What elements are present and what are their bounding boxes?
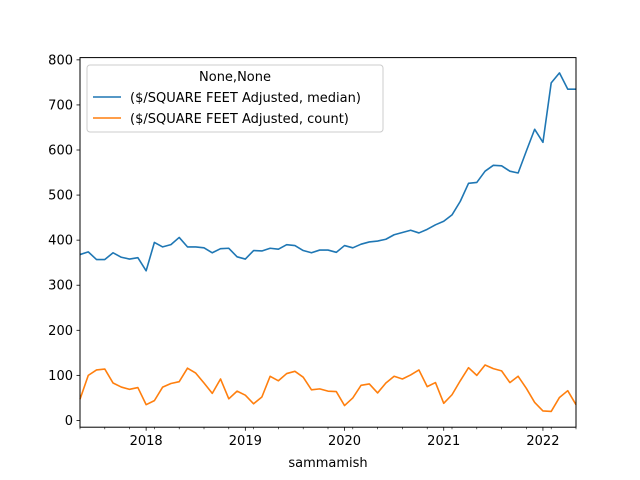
series-layer: [79, 72, 577, 413]
x-tick-label: 2020: [328, 434, 361, 449]
x-tick-label: 2019: [229, 434, 262, 449]
ticks-layer: 0 100 200 300 400 500 600 700 800 2018 2019 2020 202…: [48, 53, 577, 449]
y-tick-label: 600: [48, 144, 73, 159]
y-tick-label: 500: [48, 189, 73, 204]
y-tick-label: 0: [65, 414, 73, 429]
legend-entry-count: ($/SQUARE FEET Adjusted, count): [130, 112, 349, 127]
series-line-median: [79, 72, 576, 272]
series-line-count: [79, 364, 577, 413]
x-tick-label: 2021: [427, 434, 460, 449]
legend-box: [86, 64, 384, 133]
y-tick-label: 100: [48, 369, 73, 384]
x-tick-label: 2018: [130, 434, 163, 449]
y-tick-label: 700: [48, 98, 73, 113]
x-axis-label: sammamish: [288, 456, 367, 471]
legend-title: None,None: [199, 70, 271, 85]
y-tick-label: 300: [48, 279, 73, 294]
y-tick-label: 400: [48, 234, 73, 249]
y-tick-label: 800: [48, 53, 73, 68]
y-tick-label: 200: [48, 324, 73, 339]
x-tick-label: 2022: [526, 434, 559, 449]
legend: None,None ($/SQUARE FEET Adjusted, media…: [86, 64, 384, 133]
legend-entry-median: ($/SQUARE FEET Adjusted, median): [130, 91, 361, 106]
